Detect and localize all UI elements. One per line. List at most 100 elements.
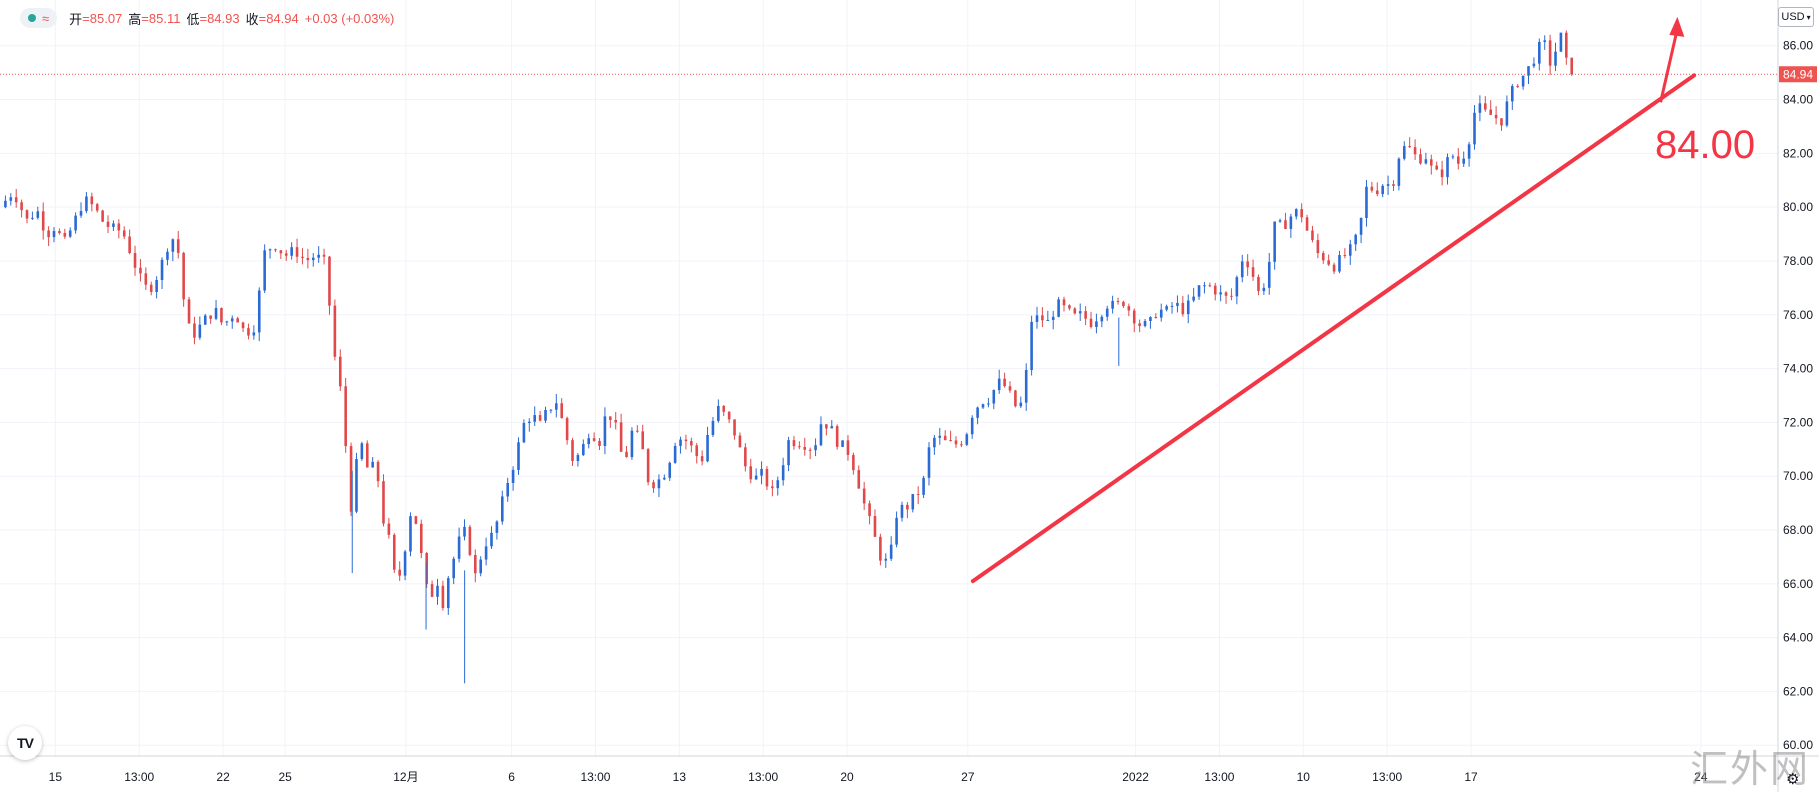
y-tick-label: 66.00 xyxy=(1783,577,1813,591)
candle-body xyxy=(506,482,510,497)
candle-body xyxy=(765,468,769,487)
candle-body xyxy=(1003,378,1006,387)
candle-body xyxy=(879,536,882,561)
candle-body xyxy=(776,480,780,489)
candle-body xyxy=(846,440,850,455)
candle-body xyxy=(1019,402,1023,407)
x-tick-label: 13:00 xyxy=(748,770,778,784)
candle-body xyxy=(473,554,477,574)
candle-body xyxy=(1370,186,1374,191)
candle-body xyxy=(684,439,688,442)
candle-body xyxy=(446,578,450,609)
candle-body xyxy=(1240,261,1244,278)
y-tick-label: 64.00 xyxy=(1783,631,1813,645)
candle-body xyxy=(68,230,72,237)
candle-body xyxy=(1273,221,1276,262)
candle-body xyxy=(106,221,110,227)
candle-body xyxy=(311,257,315,261)
candle-body xyxy=(825,424,828,429)
candle-body xyxy=(1057,299,1060,317)
candle-body xyxy=(884,558,888,561)
candle-body xyxy=(868,503,871,517)
candle-body xyxy=(74,215,77,231)
candle-body xyxy=(1051,316,1055,321)
candle-body xyxy=(1543,40,1547,42)
candle-body xyxy=(1046,320,1050,322)
ohlc-high-key: 高 xyxy=(128,11,142,27)
candle-body xyxy=(355,459,358,512)
candle-body xyxy=(230,318,234,322)
candle-body xyxy=(906,504,909,510)
candle-body xyxy=(1116,300,1120,302)
candle-body xyxy=(20,202,23,211)
candle-body xyxy=(657,479,661,489)
candle-body xyxy=(754,475,758,480)
candle-body xyxy=(1338,255,1341,272)
ohlc-change-value: +0.03 (+0.03%) xyxy=(304,10,395,26)
candle-body xyxy=(41,211,45,231)
candle-body xyxy=(1230,295,1233,297)
candle-body xyxy=(425,553,428,585)
candle-body xyxy=(1165,306,1168,310)
candle-body xyxy=(1154,317,1158,319)
candle-body xyxy=(1208,285,1212,287)
candle-body xyxy=(555,403,558,410)
candle-body xyxy=(1111,300,1114,309)
candle-body xyxy=(268,249,272,251)
candle-body xyxy=(700,456,704,462)
candle-body xyxy=(738,435,742,448)
candle-body xyxy=(1251,267,1255,277)
x-tick-label: 13 xyxy=(673,770,687,784)
candle-body xyxy=(1494,114,1498,119)
candle-body xyxy=(587,438,591,445)
tradingview-logo[interactable]: TV xyxy=(8,726,42,760)
candle-body xyxy=(252,332,256,336)
candle-body xyxy=(668,462,672,478)
trend-line[interactable] xyxy=(970,73,1697,584)
y-tick-label: 72.00 xyxy=(1783,415,1813,429)
candle-body xyxy=(349,446,353,512)
candle-body xyxy=(1419,154,1422,164)
candle-body xyxy=(1084,311,1087,319)
candle-body xyxy=(1246,261,1249,268)
candle-body xyxy=(733,419,736,436)
candle-body xyxy=(182,252,185,300)
candles-layer xyxy=(4,30,1574,684)
candle-body xyxy=(122,230,126,237)
candle-body xyxy=(1327,260,1330,265)
candle-body xyxy=(533,415,537,422)
candle-body xyxy=(58,231,61,234)
candle-body xyxy=(1014,390,1017,407)
candle-body xyxy=(1467,144,1471,159)
y-tick-label: 60.00 xyxy=(1783,738,1813,752)
candle-body xyxy=(360,443,364,460)
candle-body xyxy=(241,322,245,329)
status-dot-icon xyxy=(28,14,36,22)
candle-body xyxy=(176,239,180,253)
candle-body xyxy=(997,378,1001,391)
candle-body xyxy=(1538,41,1541,64)
candle-body xyxy=(1284,220,1287,229)
candle-body xyxy=(1435,165,1438,170)
candle-body xyxy=(1559,32,1563,52)
candle-body xyxy=(1181,302,1185,315)
candle-body xyxy=(830,426,834,429)
gear-icon[interactable]: ⚙ xyxy=(1786,771,1800,788)
candle-body xyxy=(862,488,866,504)
x-tick-label: 12月 xyxy=(393,770,418,784)
candle-body xyxy=(819,424,823,446)
candle-body xyxy=(1305,217,1309,231)
candle-body xyxy=(144,273,148,285)
candle-body xyxy=(155,279,158,292)
series-toggle[interactable]: ≈ xyxy=(20,8,58,28)
candle-body xyxy=(749,466,753,480)
candle-body xyxy=(1365,186,1368,219)
currency-button[interactable]: USD ▾ xyxy=(1778,7,1814,27)
y-tick-label: 76.00 xyxy=(1783,308,1813,322)
candle-body xyxy=(95,204,99,211)
x-tick-label: 6 xyxy=(508,770,515,784)
candle-body xyxy=(1127,306,1131,311)
x-tick-label: 13:00 xyxy=(580,770,610,784)
